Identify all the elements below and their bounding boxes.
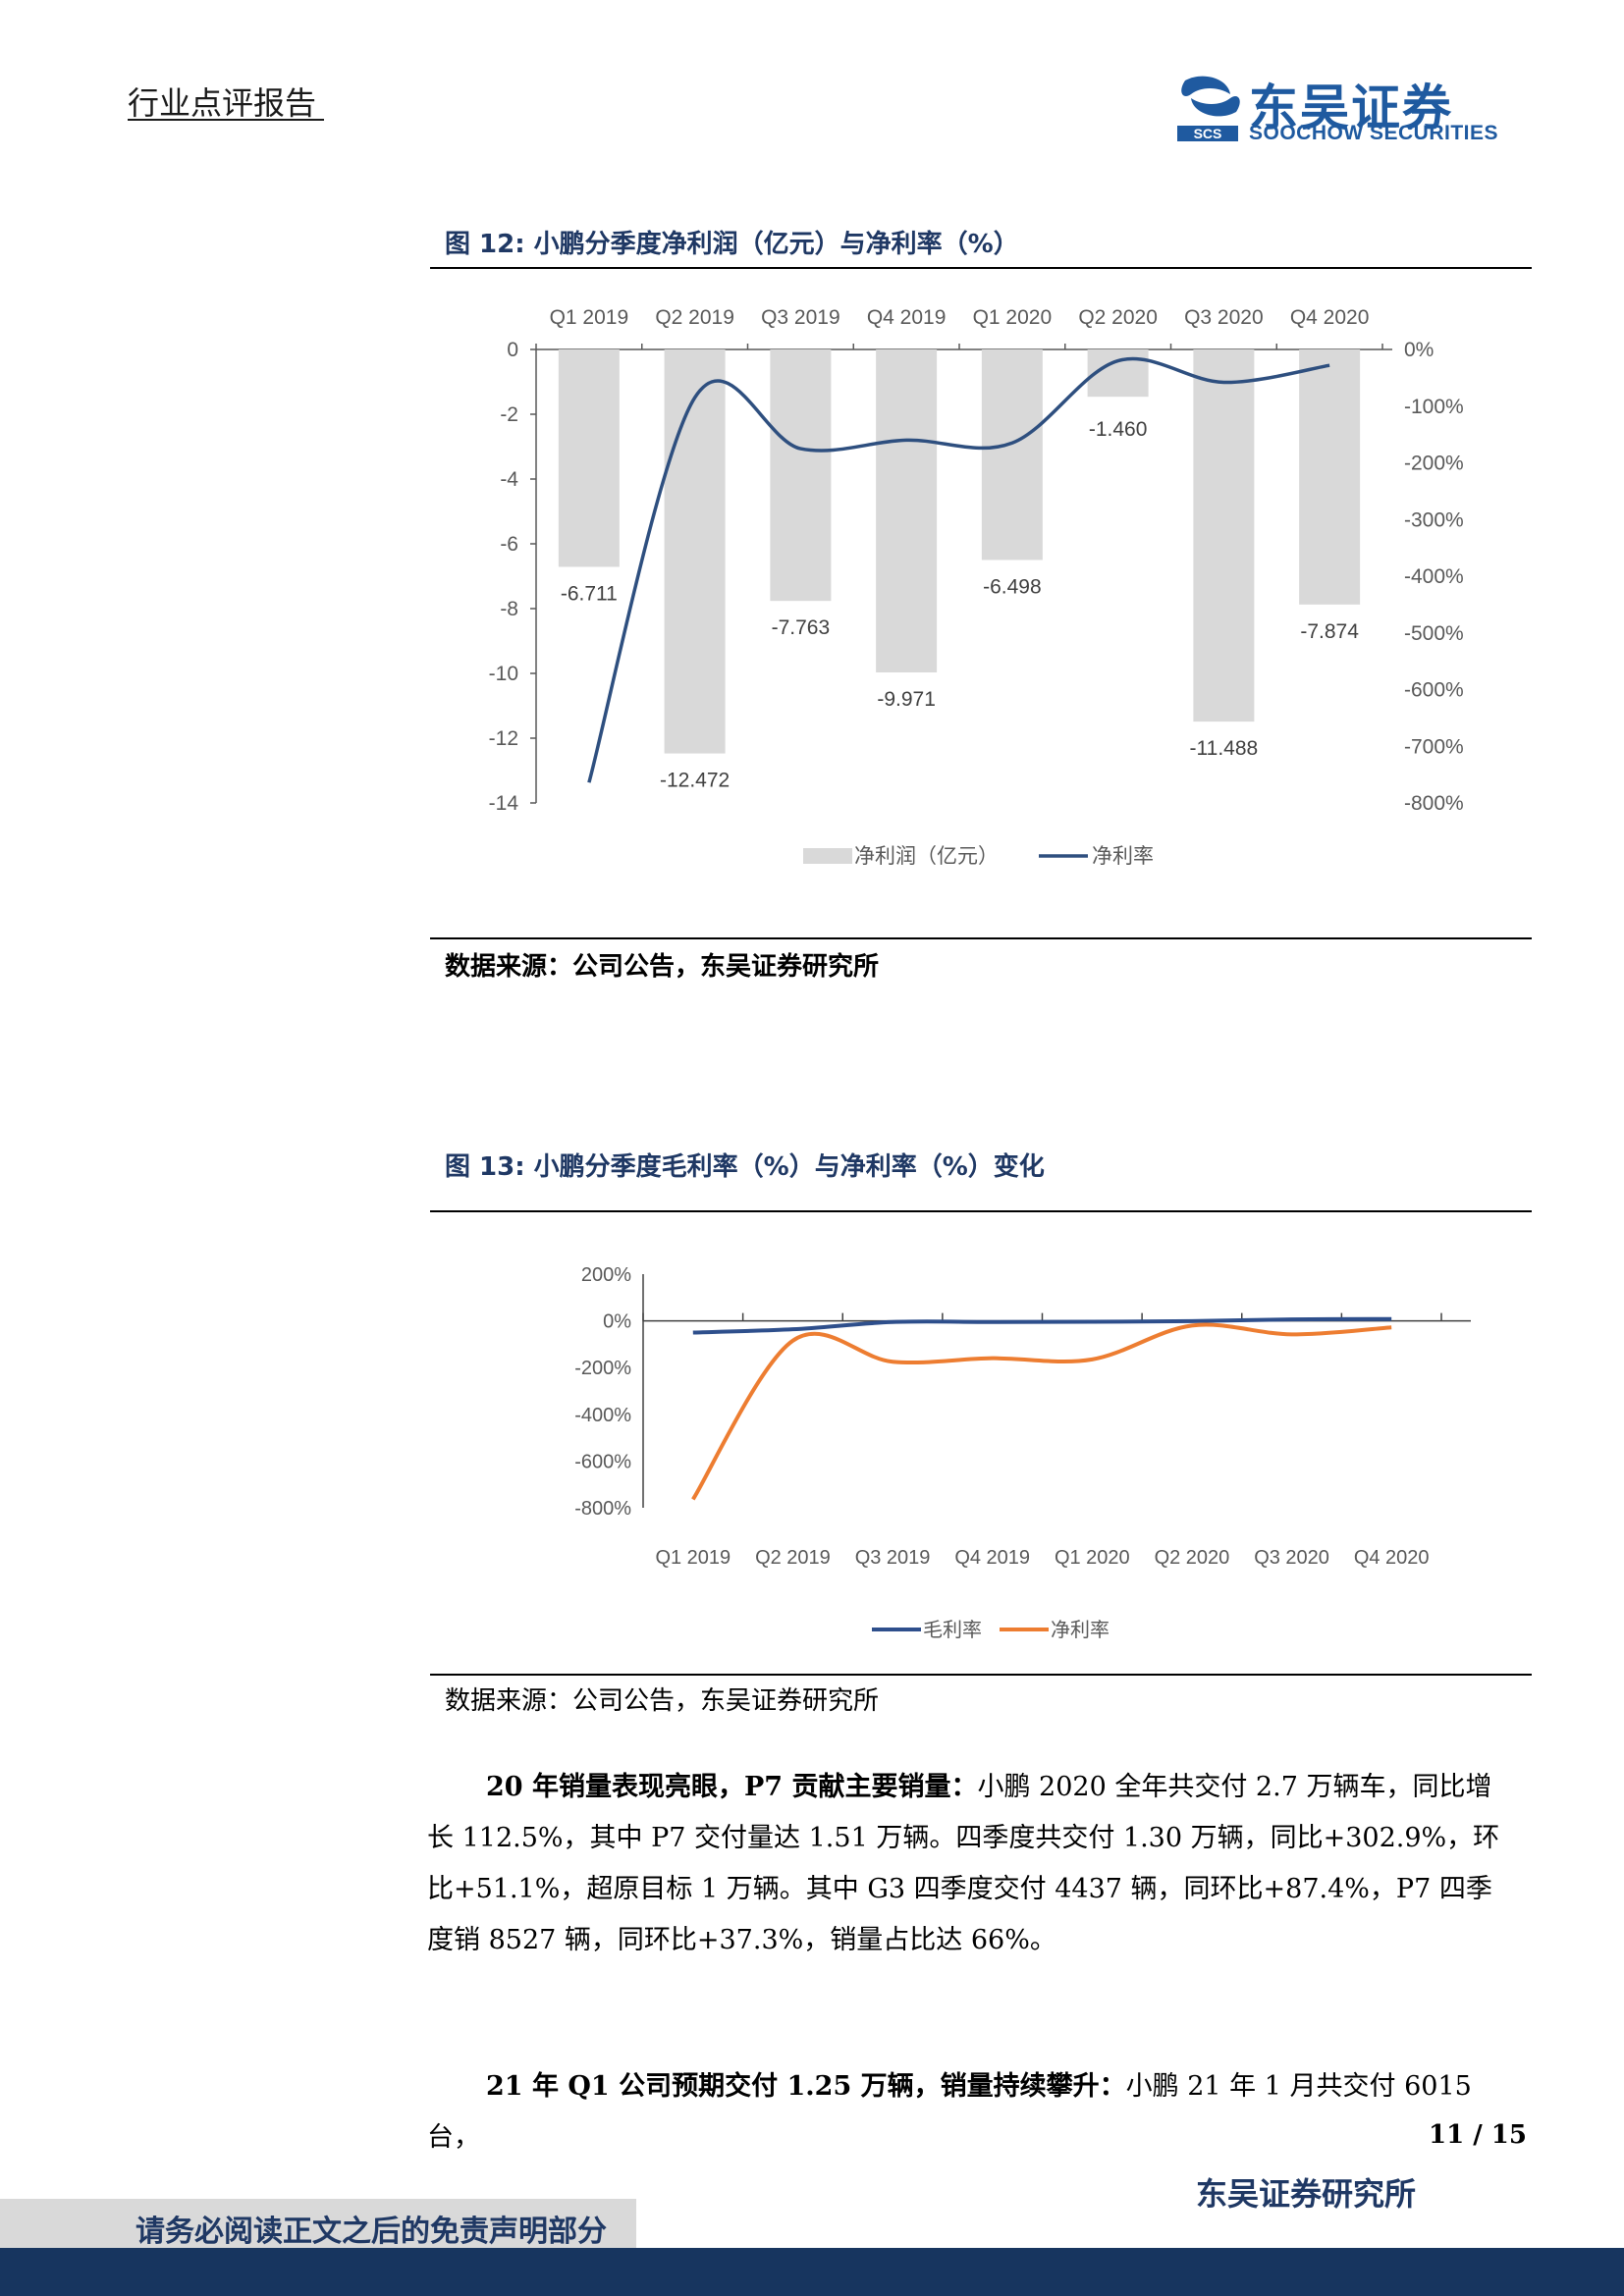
legend-net-label: 净利率 <box>1051 1619 1110 1641</box>
paragraph-q1-2021: 21 年 Q1 公司预期交付 1.25 万辆，销量持续攀升：小鹏 21 年 1 … <box>427 2061 1507 2163</box>
figure12-chart: 0 -2 -4 -6 -8 -10 -12 -14 0% -100% -200% -300% -400%… <box>489 306 1464 868</box>
left-tick-label: -6 <box>500 533 518 556</box>
profit-bar-label: -7.763 <box>772 616 831 639</box>
legend-margin-label: 净利率 <box>1092 845 1154 868</box>
left-tick-label: -12 <box>489 727 518 750</box>
figure13-top-rule <box>430 1210 1532 1212</box>
profit-bar-label: -9.971 <box>877 688 936 711</box>
right-tick-label: 0% <box>1404 339 1434 361</box>
right-tick-label: -300% <box>1404 508 1464 531</box>
profit-bar <box>1193 349 1255 722</box>
footer-bar <box>0 2248 1624 2296</box>
right-tick-label: -200% <box>1404 453 1464 475</box>
y-tick-label: 0% <box>603 1311 631 1333</box>
right-tick-label: -600% <box>1404 679 1464 702</box>
category-label: Q1 2019 <box>655 1547 731 1569</box>
figure12-top-rule <box>430 267 1532 269</box>
page-number: 11 / 15 <box>1429 2120 1527 2150</box>
profit-bar-label: -11.488 <box>1190 737 1259 760</box>
legend-profit-label: 净利润（亿元） <box>854 845 999 868</box>
left-tick-label: 0 <box>507 339 518 361</box>
y-tick-label: -400% <box>574 1405 631 1426</box>
logo-chinese-name: 东吴证券 <box>1249 80 1453 136</box>
profit-bar <box>770 349 832 602</box>
profit-bar-label: -6.498 <box>983 575 1042 598</box>
net-margin-line <box>691 1322 1392 1501</box>
scs-logo-icon: SCS <box>1177 76 1240 141</box>
header-underline <box>128 119 324 121</box>
category-label: Q4 2019 <box>867 306 947 329</box>
figure12-title: 图 12: 小鹏分季度净利润（亿元）与净利率（%） <box>445 230 1019 259</box>
profit-bar-label: -7.874 <box>1300 620 1359 643</box>
category-label: Q1 2019 <box>550 306 629 329</box>
figure13-source: 数据来源：公司公告，东吴证券研究所 <box>445 1686 880 1716</box>
category-label: Q1 2020 <box>1055 1547 1130 1569</box>
profit-bar <box>876 349 938 673</box>
figure13-bottom-rule <box>430 1674 1532 1676</box>
y-tick-label: -600% <box>574 1451 631 1472</box>
category-label: Q3 2020 <box>1184 306 1264 329</box>
paragraph-sales-2020-lead: 20 年销量表现亮眼，P7 贡献主要销量： <box>486 1772 978 1802</box>
category-label: Q2 2020 <box>1155 1547 1230 1569</box>
profit-bar <box>981 349 1043 561</box>
y-tick-label: 200% <box>581 1264 631 1286</box>
category-label: Q2 2019 <box>755 1547 831 1569</box>
disclaimer-text: 请务必阅读正文之后的免责声明部分 <box>135 2215 607 2249</box>
figure12-source: 数据来源：公司公告，东吴证券研究所 <box>445 952 880 982</box>
figure13-title: 图 13: 小鹏分季度毛利率（%）与净利率（%）变化 <box>445 1152 1045 1182</box>
right-tick-label: -100% <box>1404 396 1464 418</box>
left-tick-label: -14 <box>489 792 519 815</box>
category-label: Q2 2020 <box>1078 306 1158 329</box>
right-tick-label: -700% <box>1404 735 1464 758</box>
category-label: Q3 2020 <box>1254 1547 1329 1569</box>
paragraph-q1-2021-lead: 21 年 Q1 公司预期交付 1.25 万辆，销量持续攀升： <box>486 2071 1126 2102</box>
legend-profit-swatch <box>803 848 852 864</box>
logo-english-name: SOOCHOW SECURITIES <box>1249 122 1499 144</box>
y-tick-label: -800% <box>574 1498 631 1520</box>
paragraph-sales-2020: 20 年销量表现亮眼，P7 贡献主要销量：小鹏 2020 全年共交付 2.7 万… <box>427 1762 1507 1966</box>
disclaimer-background <box>0 2199 636 2254</box>
profit-bar <box>1299 349 1361 605</box>
left-tick-label: -4 <box>500 468 518 491</box>
paragraph-sales-2020-body: 小鹏 2020 全年共交付 2.7 万辆车，同比增长 112.5%，其中 P7 … <box>427 1772 1500 1955</box>
left-tick-label: -2 <box>500 403 518 426</box>
category-label: Q3 2019 <box>761 306 840 329</box>
right-tick-label: -500% <box>1404 622 1464 645</box>
paragraph-q1-2021-body: 小鹏 21 年 1 月共交付 6015 台， <box>427 2071 1472 2153</box>
logo-mark-text: SCS <box>1194 126 1222 141</box>
left-tick-label: -10 <box>489 663 518 685</box>
category-label: Q4 2020 <box>1290 306 1370 329</box>
left-tick-label: -8 <box>500 598 518 620</box>
profit-bar <box>558 349 620 567</box>
legend-gross-label: 毛利率 <box>923 1619 982 1641</box>
right-tick-label: -800% <box>1404 792 1464 815</box>
category-label: Q2 2019 <box>655 306 734 329</box>
profit-bar-label: -6.711 <box>561 582 618 605</box>
category-label: Q4 2019 <box>954 1547 1030 1569</box>
report-type-label: 行业点评报告 <box>128 84 317 122</box>
footer-institute: 东吴证券研究所 <box>1196 2175 1417 2213</box>
profit-bar-label: -1.460 <box>1089 418 1148 441</box>
gross-margin-line <box>692 1316 1392 1335</box>
figure13-chart: 200% 0% -200% -400% -600% -800% Q1 2019 Q2 2019… <box>574 1264 1471 1641</box>
figure12-bottom-rule <box>430 937 1532 939</box>
profit-bar <box>664 349 726 754</box>
category-label: Q1 2020 <box>973 306 1053 329</box>
profit-bar-label: -12.472 <box>660 770 730 792</box>
net-margin-line <box>587 356 1330 783</box>
category-label: Q4 2020 <box>1354 1547 1430 1569</box>
right-tick-label: -400% <box>1404 565 1464 588</box>
y-tick-label: -200% <box>574 1358 631 1379</box>
category-label: Q3 2019 <box>855 1547 931 1569</box>
